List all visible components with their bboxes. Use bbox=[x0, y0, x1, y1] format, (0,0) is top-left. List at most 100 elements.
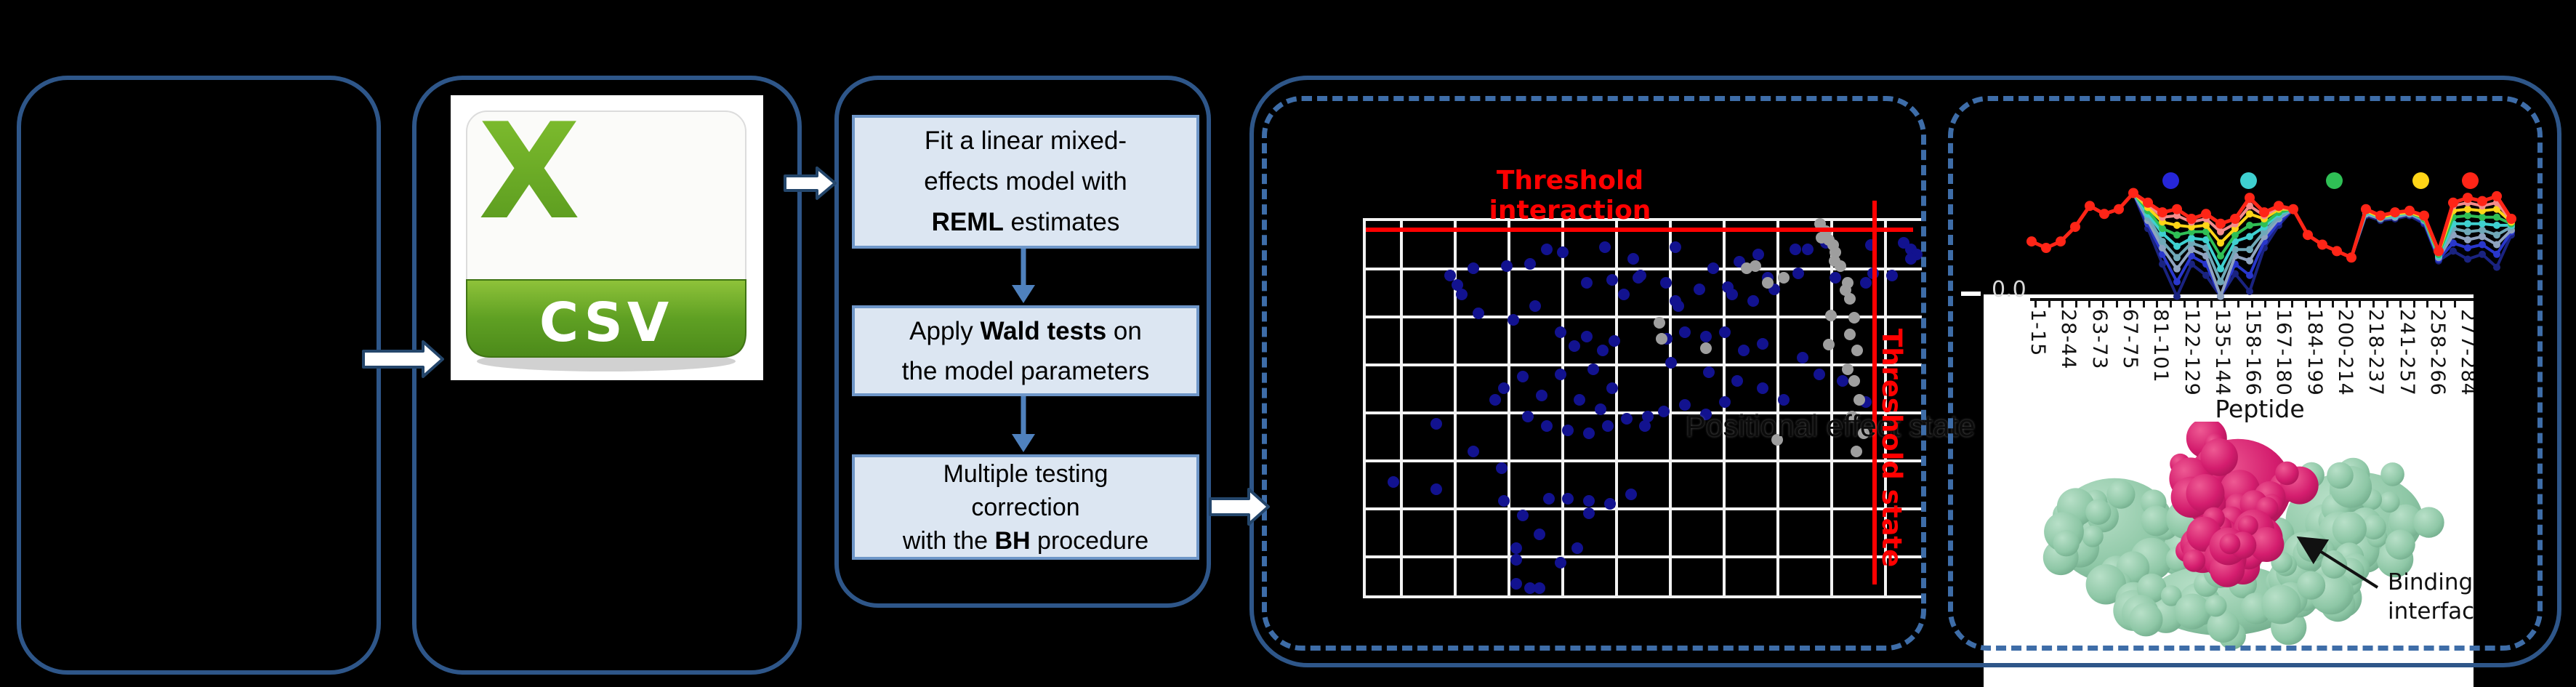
peptide-panel: 1-15 28-44 63-73 67-75 81-101 122-129 135-144 1… bbox=[1984, 294, 2474, 687]
scatter-point-significant bbox=[1498, 382, 1510, 394]
scatter-point-significant bbox=[1700, 331, 1712, 342]
scatter-point-significant bbox=[1510, 578, 1522, 590]
protein-structure-image bbox=[2042, 422, 2444, 650]
scatter-point-significant bbox=[1778, 394, 1790, 406]
scatter-point-significant bbox=[1524, 582, 1536, 594]
binding-interface-label-line2: interface bbox=[2388, 598, 2474, 624]
scatter-point-nonsignificant bbox=[1848, 312, 1860, 324]
legend-dot-exposure-2 bbox=[2240, 172, 2257, 189]
protein-surface bbox=[2261, 584, 2301, 624]
uptake-marker-steel bbox=[2479, 233, 2486, 241]
uptake-marker-cyan bbox=[2202, 236, 2210, 244]
scatter-point-nonsignificant bbox=[1700, 342, 1712, 354]
scatter-point-significant bbox=[1757, 338, 1768, 350]
uptake-marker-red bbox=[2375, 210, 2386, 221]
scatter-point-significant bbox=[1541, 244, 1553, 255]
uptake-marker-cadet bbox=[2479, 226, 2486, 234]
scatter-point-significant bbox=[1602, 420, 1614, 432]
scatter-point-significant bbox=[1618, 289, 1630, 300]
y-axis-tick-0: 0.0 bbox=[1992, 277, 2026, 302]
uptake-marker-cyan bbox=[2479, 220, 2486, 228]
scatter-point-significant bbox=[1541, 420, 1553, 432]
scatter-point-significant bbox=[1468, 446, 1479, 457]
scatter-point-significant bbox=[1898, 237, 1909, 249]
scatter-point-nonsignificant bbox=[1851, 446, 1862, 457]
scatter-point-significant bbox=[1679, 326, 1691, 338]
scatter-point-nonsignificant bbox=[1741, 262, 1752, 274]
protein-surface bbox=[2082, 526, 2104, 547]
uptake-marker-green bbox=[2231, 231, 2239, 239]
uptake-marker-cyan bbox=[2246, 233, 2253, 241]
panel-threshold-plot-box bbox=[1262, 96, 1926, 651]
uptake-marker-navy bbox=[2231, 270, 2239, 278]
x-axis-tick bbox=[2170, 301, 2172, 308]
uptake-marker-cyan bbox=[2217, 265, 2224, 273]
protein-surface bbox=[2160, 585, 2182, 606]
uptake-marker-navy bbox=[2450, 247, 2457, 255]
legend-dot-exposure-1 bbox=[2162, 172, 2179, 189]
scatter-point-significant bbox=[1562, 493, 1574, 505]
block-arrow-2 bbox=[784, 166, 837, 200]
protein-surface bbox=[2141, 505, 2172, 537]
scatter-point-significant bbox=[1583, 427, 1595, 439]
scatter-point-significant bbox=[1757, 382, 1768, 394]
protein-peptide-region bbox=[2237, 515, 2258, 537]
uptake-marker-cadet bbox=[2159, 238, 2166, 246]
uptake-marker-cadet bbox=[2217, 278, 2224, 286]
uptake-marker-red bbox=[2099, 209, 2109, 220]
uptake-marker-blue bbox=[2173, 278, 2181, 286]
uptake-marker-cyan bbox=[2493, 221, 2500, 229]
scatter-point-significant bbox=[1797, 352, 1808, 363]
scatter-point-significant bbox=[1604, 498, 1616, 510]
x-axis-tick bbox=[2183, 301, 2186, 308]
x-axis-tick bbox=[2034, 301, 2037, 308]
scatter-point-significant bbox=[1543, 493, 1555, 505]
scatter-point-significant bbox=[1606, 274, 1618, 286]
uptake-marker-blue bbox=[2246, 271, 2253, 279]
uptake-marker-red bbox=[2143, 197, 2153, 208]
scatter-point-significant bbox=[1627, 253, 1639, 265]
uptake-marker-red bbox=[2303, 230, 2313, 241]
x-axis-tick bbox=[2115, 301, 2118, 308]
scatter-point-significant bbox=[1534, 582, 1545, 594]
uptake-marker-red bbox=[2085, 201, 2095, 212]
scatter-point-nonsignificant bbox=[1778, 272, 1790, 284]
scatter-point-significant bbox=[1726, 289, 1738, 300]
x-axis-tick bbox=[2142, 301, 2145, 308]
uptake-marker-red bbox=[2056, 236, 2066, 247]
y-axis-tick-dash bbox=[1961, 292, 1981, 296]
scatter-point-significant bbox=[1555, 369, 1566, 380]
protein-surface bbox=[2129, 603, 2163, 637]
x-axis-tick bbox=[2345, 301, 2348, 308]
uptake-marker-green bbox=[2493, 213, 2500, 221]
scatter-point-significant bbox=[1510, 542, 1522, 554]
uptake-marker-red bbox=[2026, 236, 2037, 247]
x-axis-title: Peptide bbox=[2215, 395, 2305, 423]
uptake-marker-green bbox=[2464, 212, 2471, 220]
scatter-point-significant bbox=[1670, 295, 1681, 307]
x-axis-tick bbox=[2088, 301, 2091, 308]
scatter-point-significant bbox=[1719, 326, 1731, 338]
x-axis-tick bbox=[2453, 301, 2456, 308]
threshold-interaction-label: Threshold interaction bbox=[1489, 166, 1651, 225]
scatter-point-significant bbox=[1562, 425, 1574, 436]
uptake-marker-yellow bbox=[2493, 205, 2500, 213]
scatter-point-significant bbox=[1731, 375, 1743, 387]
scatter-point-significant bbox=[1581, 331, 1593, 342]
uptake-marker-red bbox=[2186, 214, 2197, 224]
uptake-marker-green bbox=[2246, 221, 2253, 229]
scatter-point-significant bbox=[1635, 270, 1646, 281]
uptake-marker-steel bbox=[2173, 265, 2181, 273]
scatter-point-nonsignificant bbox=[1844, 329, 1856, 340]
scatter-point-significant bbox=[1557, 246, 1569, 258]
scatter-point-significant bbox=[1555, 326, 1566, 338]
flow-arrow-down-2 bbox=[1012, 396, 1035, 452]
uptake-marker-red bbox=[2070, 222, 2080, 233]
scatter-point-nonsignificant bbox=[1771, 434, 1783, 446]
scatter-point-nonsignificant bbox=[1848, 375, 1860, 387]
uptake-marker-yellow bbox=[2246, 210, 2253, 218]
scatter-point-significant bbox=[1517, 371, 1529, 382]
uptake-marker-yellow bbox=[2217, 239, 2224, 247]
scatter-point-significant bbox=[1679, 399, 1691, 411]
